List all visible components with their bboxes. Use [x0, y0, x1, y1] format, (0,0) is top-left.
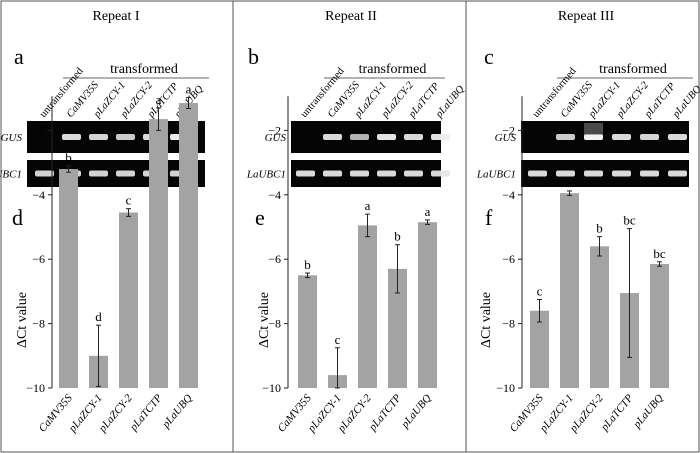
- gel-band: [556, 170, 575, 177]
- significance-letter: a: [567, 175, 573, 190]
- gel-band: [556, 134, 575, 140]
- y-tick-label: −4: [502, 188, 515, 202]
- significance-letter: c: [126, 193, 132, 208]
- gel-band: [116, 170, 135, 177]
- y-tick-label: −10: [262, 381, 281, 395]
- bar-pLaTCTP: [388, 268, 407, 388]
- significance-letter: bc: [653, 246, 666, 261]
- significance-letter: c: [537, 283, 543, 298]
- transformed-label: transformed: [599, 62, 667, 77]
- gel-panel-letter: b: [248, 44, 259, 69]
- gel-panel-letter: c: [484, 44, 494, 69]
- gel-row-label: LaUBC1: [246, 169, 286, 181]
- gel-row-label: GUS: [1, 132, 23, 144]
- bar-pLaUBQ: [418, 222, 437, 388]
- y-tick-label: −6: [32, 252, 45, 266]
- bar-CaMV35S: [530, 310, 549, 388]
- gel-row-label: GUS: [265, 132, 287, 144]
- y-tick-label: −10: [496, 381, 515, 395]
- bar-pLaZCY-2: [590, 246, 609, 388]
- gel-band: [323, 170, 342, 177]
- gel-band: [640, 170, 659, 177]
- gel-row-label: GUS: [495, 132, 517, 144]
- y-tick-label: −6: [268, 252, 281, 266]
- gel-band: [612, 170, 631, 177]
- y-axis-label: ΔCt value: [257, 292, 272, 348]
- significance-letter: c: [335, 332, 341, 347]
- gel-band: [404, 134, 423, 140]
- significance-letter: d: [95, 309, 102, 324]
- chart-panel-letter: d: [12, 205, 23, 230]
- y-tick-label: −8: [32, 317, 45, 331]
- y-tick-label: −8: [502, 317, 515, 331]
- y-axis-label: ΔCt value: [479, 292, 494, 348]
- significance-letter: b: [394, 229, 401, 244]
- gel-band: [528, 170, 547, 177]
- significance-letter: b: [596, 221, 603, 236]
- gel-band: [116, 134, 135, 140]
- repeat-title: Repeat I: [92, 9, 139, 24]
- significance-letter: bc: [623, 213, 636, 228]
- significance-letter: a: [365, 198, 371, 213]
- y-tick-label: −2: [268, 123, 281, 137]
- bar-pLaTCTP: [149, 119, 168, 388]
- gel-row-label: LaUBC1: [476, 169, 516, 181]
- gel-band: [89, 170, 108, 177]
- gel-band: [377, 134, 396, 140]
- bar-pLaZCY-2: [358, 225, 377, 388]
- y-tick-label: −2: [502, 123, 515, 137]
- gel-band: [350, 134, 369, 140]
- y-tick-label: −4: [268, 188, 281, 202]
- repeat-title: Repeat II: [325, 9, 377, 24]
- significance-letter: a: [156, 92, 162, 107]
- chart-panel-letter: f: [485, 205, 493, 230]
- gel-band: [350, 170, 369, 177]
- y-tick-label: −8: [268, 317, 281, 331]
- gel-band: [377, 170, 396, 177]
- repeat-title: Repeat III: [558, 9, 615, 24]
- gel-band: [584, 170, 603, 177]
- significance-letter: b: [65, 150, 72, 165]
- gel-band: [296, 170, 315, 177]
- bar-pLaUBQ: [650, 264, 669, 388]
- gel-band: [668, 170, 687, 177]
- gel-band: [35, 170, 54, 177]
- gel-row-label: LaUBC1: [0, 169, 22, 181]
- gel-band: [89, 134, 108, 140]
- gel-band: [323, 134, 342, 140]
- y-tick-label: −2: [32, 123, 45, 137]
- bar-pLaZCY-2: [119, 212, 138, 388]
- gel-smear: [584, 123, 603, 135]
- y-tick-label: −6: [502, 252, 515, 266]
- significance-letter: a: [186, 82, 192, 97]
- gel-band: [431, 170, 450, 177]
- gel-strip-gus: [521, 121, 689, 153]
- gel-panel-letter: a: [14, 44, 24, 69]
- y-axis-label: ΔCt value: [15, 292, 30, 348]
- bar-pLaZCY-1: [560, 193, 579, 388]
- transformed-label: transformed: [359, 62, 427, 77]
- gel-band: [431, 134, 450, 140]
- significance-letter: a: [425, 204, 431, 219]
- gel-strip-laubc1: [521, 160, 689, 187]
- bar-pLaUBQ: [179, 103, 198, 388]
- significance-letter: b: [304, 257, 311, 272]
- gel-band: [62, 134, 81, 140]
- gel-band: [640, 134, 659, 140]
- transformed-label: transformed: [110, 62, 178, 77]
- gel-band: [404, 170, 423, 177]
- gel-band: [612, 134, 631, 140]
- y-tick-label: −4: [32, 188, 45, 202]
- bar-CaMV35S: [298, 275, 317, 388]
- y-tick-label: −10: [26, 381, 45, 395]
- bar-CaMV35S: [59, 169, 78, 388]
- gel-band: [584, 134, 603, 140]
- gel-band: [668, 134, 687, 140]
- chart-panel-letter: e: [255, 205, 265, 230]
